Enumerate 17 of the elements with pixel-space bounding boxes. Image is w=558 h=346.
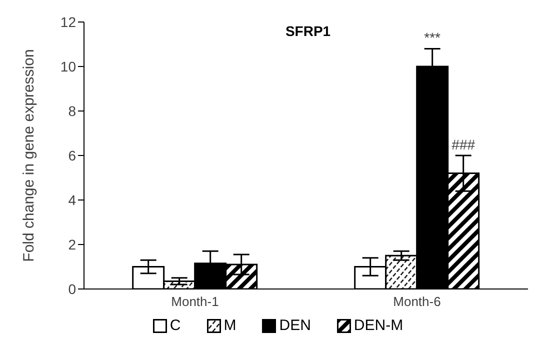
x-tick-label: Month-1	[171, 294, 219, 310]
y-tick-label: 0	[68, 280, 76, 297]
legend-label: C	[168, 317, 181, 334]
x-tick-label: Month-6	[393, 294, 441, 310]
y-axis-title: Fold change in gene expression	[20, 49, 38, 262]
legend-label: M	[222, 317, 236, 334]
legend-label: DEN-M	[352, 317, 404, 334]
annotation: ###	[452, 136, 476, 152]
y-tick-label: 6	[68, 147, 76, 164]
y-tick-label: 8	[68, 102, 76, 119]
y-tick-label: 4	[68, 192, 76, 208]
annotation: ***	[424, 30, 442, 46]
y-tick-label: 2	[68, 236, 76, 252]
chart-title: SFRP1	[285, 23, 331, 39]
y-tick-label: 10	[60, 58, 76, 74]
legend-label: DEN	[278, 317, 311, 334]
y-tick-label: 12	[60, 14, 76, 30]
